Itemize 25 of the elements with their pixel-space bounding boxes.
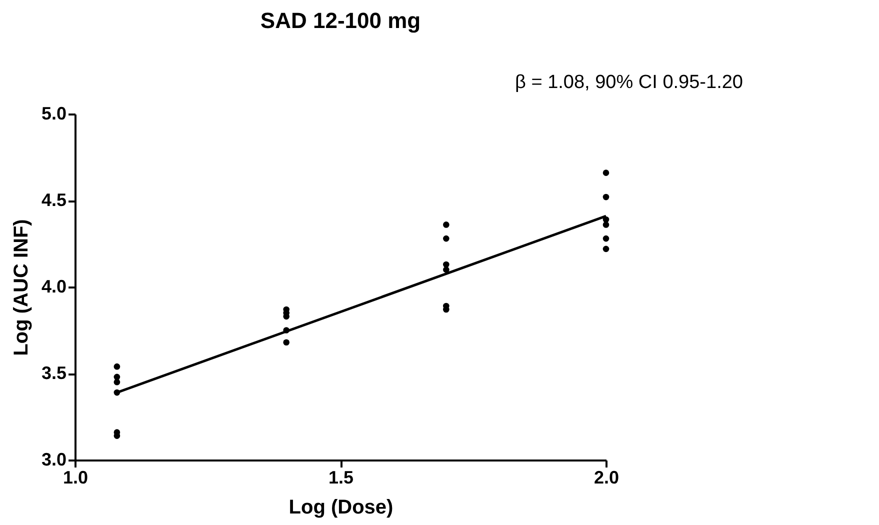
y-tick-label: 3.0 xyxy=(41,450,66,470)
y-axis-title: Log (AUC INF) xyxy=(10,219,32,356)
point xyxy=(283,313,290,320)
point xyxy=(602,246,610,252)
y-tick-label: 3.5 xyxy=(41,363,66,383)
point xyxy=(114,363,120,370)
text: β = 1.08, 90% CI 0.95-1.20 xyxy=(515,72,743,93)
point xyxy=(283,339,290,346)
point xyxy=(443,235,450,242)
x-tick-label: 2.0 xyxy=(594,468,620,488)
point xyxy=(114,378,120,386)
point xyxy=(602,194,610,200)
x-tick-label: 1.0 xyxy=(62,468,88,488)
point xyxy=(443,266,450,273)
point xyxy=(443,261,450,268)
y-tick-label: 4.0 xyxy=(41,276,66,296)
y-tick-label: 4.5 xyxy=(41,190,66,210)
x-tick-label: 1.5 xyxy=(328,468,354,488)
chart-title: SAD 12-100 mg xyxy=(260,8,421,33)
y-tick-label: 5.0 xyxy=(41,104,66,124)
point xyxy=(602,222,610,228)
point xyxy=(602,235,610,242)
point xyxy=(602,170,610,176)
point xyxy=(443,222,450,228)
x-axis-title: Log (Dose) xyxy=(288,496,394,518)
